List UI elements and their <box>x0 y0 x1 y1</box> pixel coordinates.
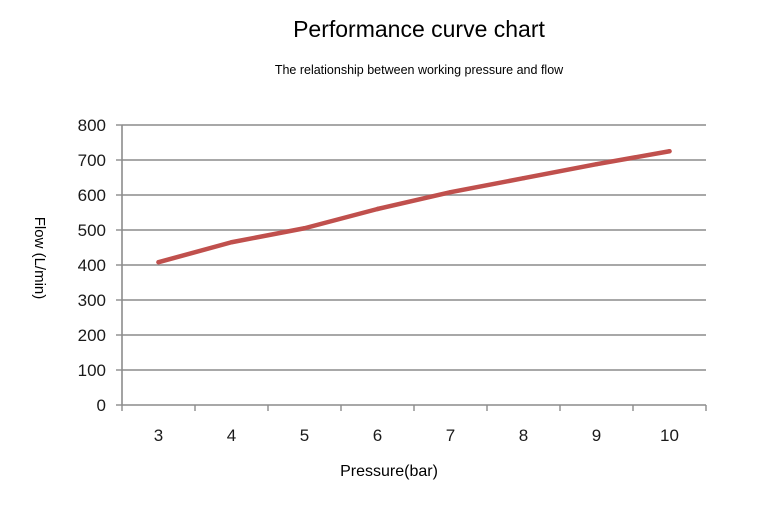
x-tick-label: 3 <box>154 426 163 445</box>
chart-title: Performance curve chart <box>293 16 545 42</box>
x-tick-label: 7 <box>446 426 455 445</box>
y-tick-label: 0 <box>97 396 106 415</box>
chart-subtitle: The relationship between working pressur… <box>274 63 564 77</box>
data-point <box>156 260 161 265</box>
x-tick-label: 6 <box>373 426 382 445</box>
x-tick-label: 5 <box>300 426 309 445</box>
x-tick-label: 4 <box>227 426 236 445</box>
data-point <box>229 240 234 245</box>
y-tick-label: 600 <box>78 186 106 205</box>
series-line <box>156 149 672 265</box>
data-point <box>521 176 526 181</box>
data-point <box>375 206 380 212</box>
y-tick-label: 100 <box>78 361 106 380</box>
data-point <box>302 226 307 231</box>
y-tick-label: 400 <box>78 256 106 275</box>
x-tick-label: 9 <box>592 426 601 445</box>
x-axis-label: Pressure(bar) <box>340 463 438 480</box>
y-tick-label: 200 <box>78 326 106 345</box>
x-tick-label: 10 <box>660 426 679 445</box>
data-point <box>448 190 453 195</box>
y-tick-label: 800 <box>78 116 106 135</box>
x-tick-label: 8 <box>519 426 528 445</box>
y-tick-label: 300 <box>78 291 106 310</box>
data-point <box>667 149 672 154</box>
y-tick-label: 500 <box>78 221 106 240</box>
data-point <box>594 162 599 167</box>
y-tick-label: 700 <box>78 151 106 170</box>
y-axis-label: Flow (L/min) <box>31 217 48 300</box>
